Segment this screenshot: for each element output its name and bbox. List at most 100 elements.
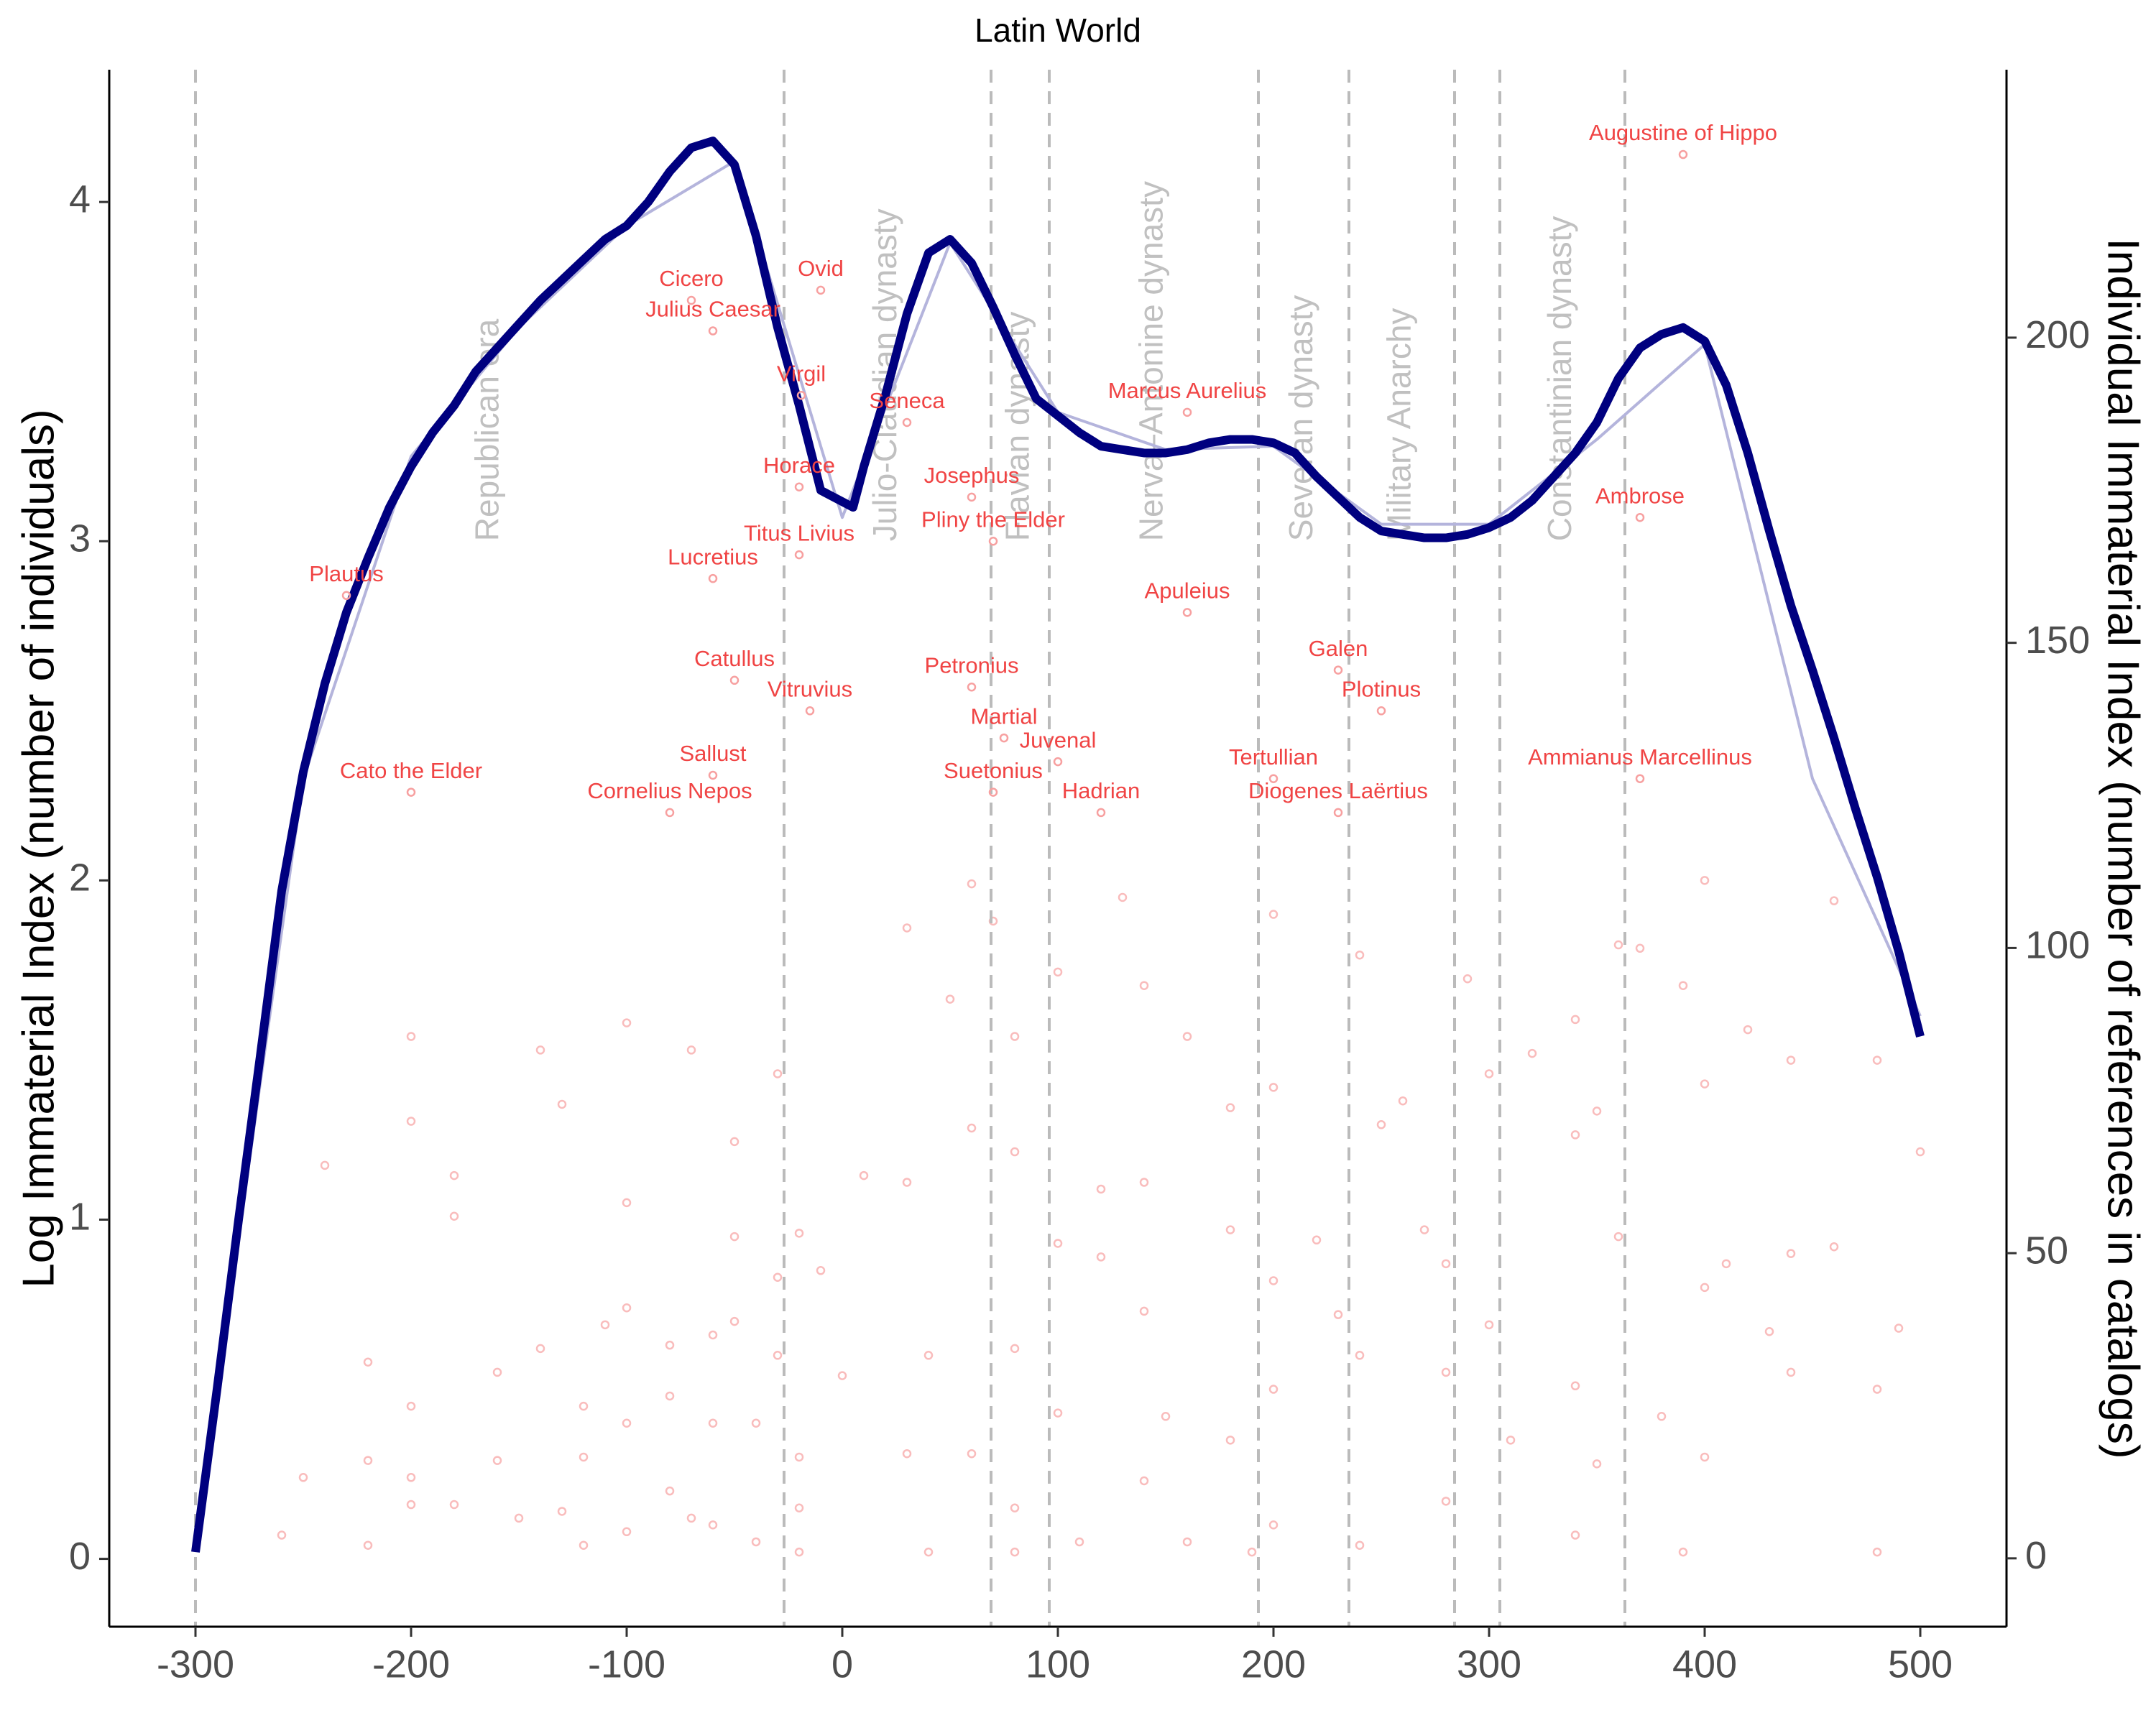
background-point xyxy=(1096,1252,1106,1262)
background-point xyxy=(1613,940,1623,950)
background-point xyxy=(816,1266,826,1275)
named-point xyxy=(902,417,912,428)
background-point xyxy=(1010,1147,1020,1157)
background-point xyxy=(665,1486,675,1496)
background-point xyxy=(794,1547,804,1557)
background-point xyxy=(1700,1283,1710,1293)
background-point xyxy=(1010,1503,1020,1513)
y-tick-label: 0 xyxy=(69,1535,91,1578)
background-point xyxy=(406,1401,416,1411)
point-label: Josephus xyxy=(924,463,1020,488)
x-tick-label: -200 xyxy=(372,1642,450,1686)
background-point xyxy=(1333,1310,1343,1319)
point-label: Ovid xyxy=(798,256,844,281)
point-label: Sallust xyxy=(679,741,746,766)
chart-title: Latin World xyxy=(975,11,1141,49)
background-point xyxy=(923,1351,934,1360)
background-point xyxy=(622,1418,632,1428)
named-point xyxy=(1053,757,1063,767)
background-point xyxy=(859,1170,869,1181)
background-point xyxy=(1268,1385,1279,1394)
point-label: Apuleius xyxy=(1145,578,1230,604)
point-label: Horace xyxy=(763,453,835,478)
x-tick-label: 0 xyxy=(831,1642,853,1686)
background-point xyxy=(557,1099,567,1109)
background-point xyxy=(1872,1055,1882,1065)
background-point xyxy=(1592,1106,1602,1116)
period-label: Constantinian dynasty xyxy=(1541,216,1578,542)
background-point xyxy=(1764,1327,1774,1336)
background-point xyxy=(1355,1540,1365,1550)
named-point xyxy=(1635,774,1645,783)
background-point xyxy=(1743,1025,1753,1035)
background-point xyxy=(708,1330,718,1340)
background-point xyxy=(1894,1323,1904,1333)
background-point xyxy=(1678,981,1688,990)
background-point xyxy=(1570,1381,1580,1391)
background-point xyxy=(1247,1547,1257,1557)
point-label: Petronius xyxy=(925,652,1019,678)
background-point xyxy=(1268,1276,1279,1285)
named-point xyxy=(708,573,718,583)
point-label: Seneca xyxy=(869,388,945,413)
named-point xyxy=(1182,407,1192,417)
background-point xyxy=(1139,1476,1149,1486)
named-point xyxy=(708,326,718,336)
background-point xyxy=(686,1513,696,1523)
y2-tick-label: 100 xyxy=(2025,924,2090,967)
point-label: Vitruvius xyxy=(768,676,852,701)
named-point xyxy=(729,675,740,685)
y-tick-label: 1 xyxy=(69,1196,91,1239)
named-point xyxy=(1376,706,1386,716)
background-point xyxy=(1096,1184,1106,1194)
point-label: Suetonius xyxy=(944,758,1043,783)
line-series xyxy=(194,160,1922,1543)
point-label: Ammianus Marcellinus xyxy=(1528,744,1752,770)
background-point xyxy=(1139,1306,1149,1316)
background-point xyxy=(406,1500,416,1510)
y-axis-title: Log Immaterial Index (number of individu… xyxy=(14,409,63,1288)
background-point xyxy=(449,1211,459,1221)
background-point xyxy=(557,1507,567,1516)
background-point xyxy=(708,1520,718,1530)
background-point xyxy=(1441,1259,1451,1269)
background-point xyxy=(1010,1547,1020,1557)
background-point xyxy=(492,1367,502,1377)
background-point xyxy=(1786,1055,1796,1065)
background-point xyxy=(751,1418,761,1428)
background-point xyxy=(1872,1385,1882,1394)
x-tick-label: 500 xyxy=(1888,1642,1953,1686)
point-label: Virgil xyxy=(777,361,826,386)
background-point xyxy=(1225,1436,1235,1445)
background-point xyxy=(298,1473,308,1482)
background-point xyxy=(363,1357,373,1367)
background-point xyxy=(535,1045,545,1055)
background-point xyxy=(1484,1320,1494,1330)
named-point xyxy=(967,492,977,502)
background-point xyxy=(277,1530,287,1540)
background-point xyxy=(1182,1032,1192,1041)
background-point xyxy=(363,1540,373,1550)
named-point xyxy=(1635,512,1645,522)
background-point xyxy=(967,1449,977,1459)
named-point xyxy=(708,770,718,780)
background-point xyxy=(514,1513,524,1523)
background-point xyxy=(665,1391,675,1401)
background-point xyxy=(1225,1103,1235,1112)
point-label: Juvenal xyxy=(1020,727,1097,752)
background-point xyxy=(622,1303,632,1313)
point-label: Martial xyxy=(970,703,1037,729)
background-point xyxy=(1829,1242,1839,1252)
background-point xyxy=(686,1045,696,1055)
background-point xyxy=(751,1537,761,1547)
named-point xyxy=(999,733,1009,743)
y-tick-label: 3 xyxy=(69,517,91,560)
background-point xyxy=(1010,1344,1020,1354)
background-point xyxy=(967,1123,977,1133)
background-point xyxy=(773,1351,783,1360)
background-point xyxy=(1139,981,1149,990)
x-tick-label: 400 xyxy=(1672,1642,1737,1686)
background-point xyxy=(729,1232,740,1242)
